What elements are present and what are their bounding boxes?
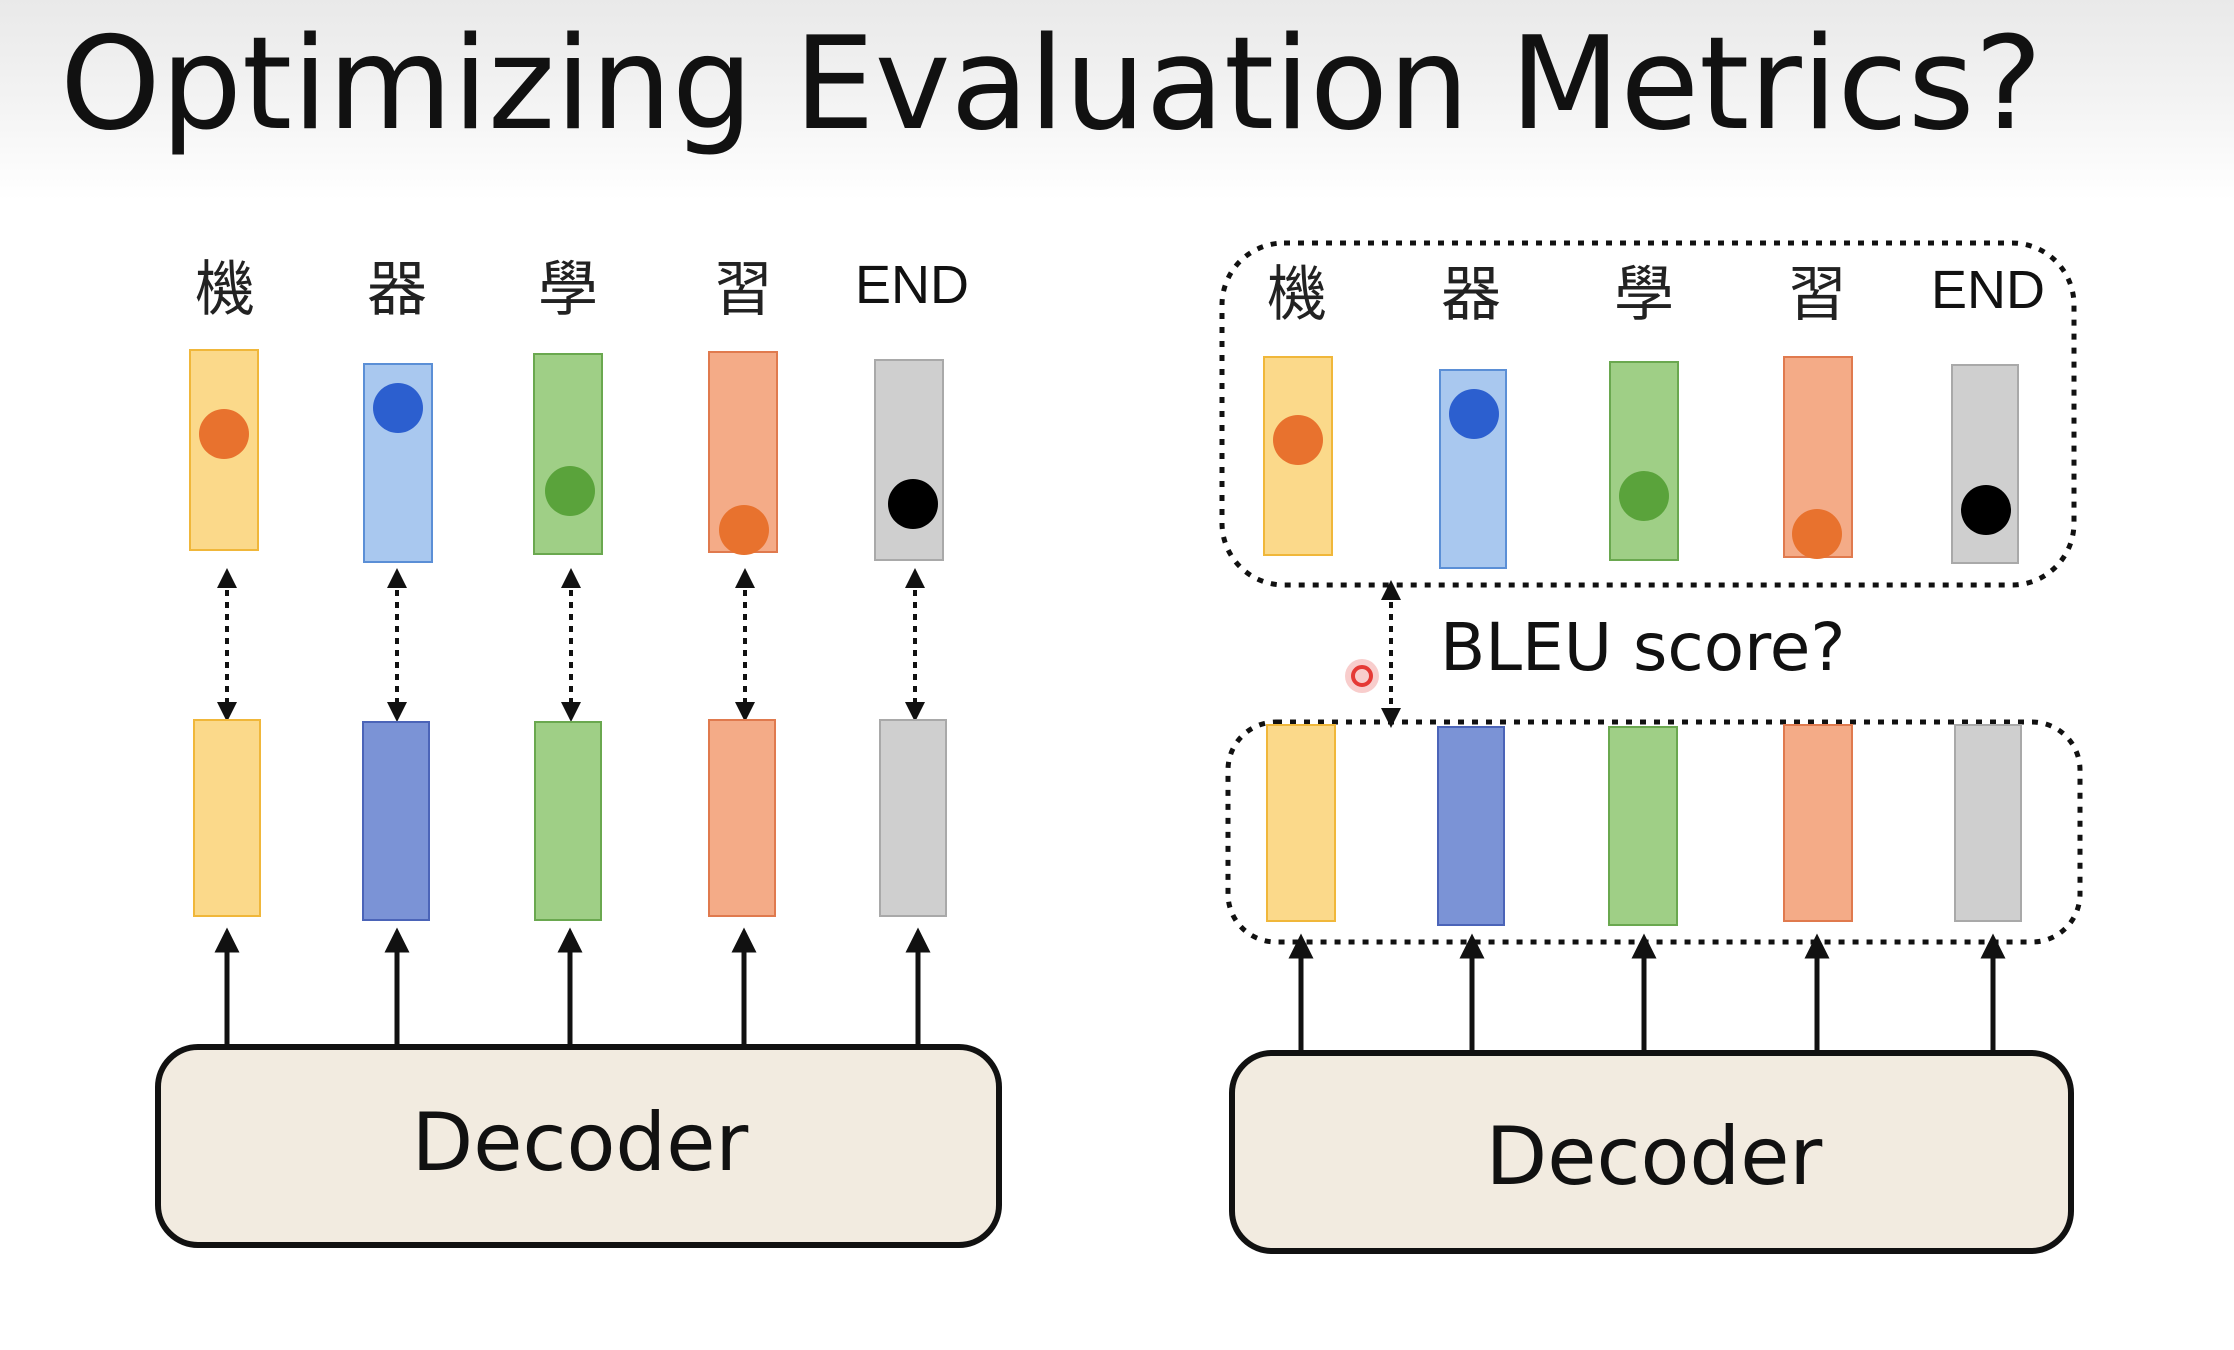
left-decoder-label: Decoder	[412, 1096, 749, 1189]
left-dist-bar-4	[874, 359, 944, 561]
right-token-label-1: 器	[1441, 260, 1501, 330]
left-token-label-1: 器	[367, 255, 427, 325]
right-token-label-3: 習	[1787, 260, 1847, 330]
right-target-group-box	[1225, 719, 2083, 945]
right-target-bar-2	[1608, 726, 1678, 926]
left-token-label-0: 機	[195, 255, 255, 325]
right-prob-dot-2	[1619, 471, 1669, 521]
left-token-label-end: END	[855, 255, 969, 315]
right-prob-dot-0	[1273, 415, 1323, 465]
left-prob-dot-4	[888, 479, 938, 529]
left-target-bar-1	[362, 721, 430, 921]
bleu-score-label: BLEU score?	[1440, 609, 1845, 686]
left-dist-bar-2	[533, 353, 603, 555]
left-prob-dot-2	[545, 466, 595, 516]
right-diagram: 機 器 學 習 END BLEU score? Decode	[1219, 240, 2083, 1254]
right-dist-bar-2	[1609, 361, 1679, 561]
left-target-bar-0	[193, 719, 261, 917]
right-decoder-box	[1229, 1050, 2074, 1254]
pointer-cursor-icon	[1345, 659, 1379, 693]
left-prob-dot-0	[199, 409, 249, 459]
right-target-bar-1	[1437, 726, 1505, 926]
right-token-label-2: 學	[1614, 260, 1674, 330]
right-decoder-label: Decoder	[1486, 1110, 1823, 1203]
left-target-bar-4	[879, 719, 947, 917]
right-target-bar-3	[1783, 724, 1853, 922]
title-band	[0, 0, 2234, 200]
right-target-bar-4	[1954, 724, 2022, 922]
slide-title: Optimizing Evaluation Metrics?	[60, 10, 2043, 159]
left-prob-dot-1	[373, 383, 423, 433]
left-token-label-3: 習	[713, 255, 773, 325]
left-diagram: 機 器 學 習 END De	[155, 255, 1002, 1248]
right-token-label-0: 機	[1267, 260, 1327, 330]
right-token-label-end: END	[1931, 260, 2045, 320]
left-token-label-2: 學	[538, 255, 598, 325]
right-target-bar-0	[1266, 724, 1336, 922]
left-target-bar-2	[534, 721, 602, 921]
left-target-bar-3	[708, 719, 776, 917]
right-output-group-box	[1219, 240, 2077, 588]
right-prob-dot-4	[1961, 485, 2011, 535]
right-prob-dot-1	[1449, 389, 1499, 439]
right-prob-dot-3	[1792, 509, 1842, 559]
left-prob-dot-3	[719, 505, 769, 555]
left-decoder-box	[155, 1044, 1002, 1248]
left-dist-bar-0	[189, 349, 259, 551]
